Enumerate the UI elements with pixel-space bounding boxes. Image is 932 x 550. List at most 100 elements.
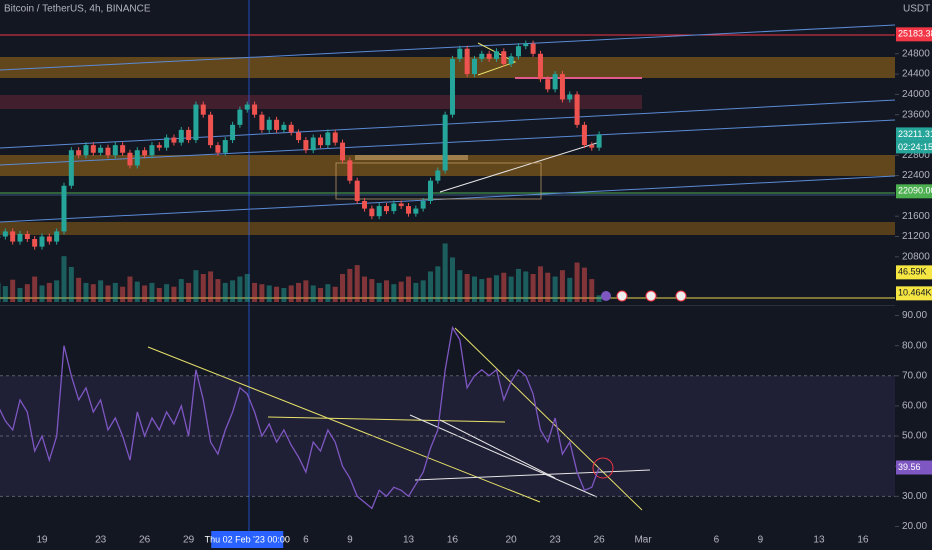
countdown-tag	[896, 141, 932, 154]
volume-bar	[479, 279, 485, 302]
candle	[252, 104, 258, 115]
event-icon	[675, 290, 687, 302]
candle	[369, 208, 375, 217]
trend	[147, 346, 541, 503]
channel	[0, 24, 896, 71]
candle	[193, 104, 199, 141]
candle	[347, 160, 353, 181]
countdown: 02:24:15	[898, 142, 932, 152]
candle	[274, 119, 280, 130]
volume-bar	[237, 276, 243, 302]
volume-bar	[61, 256, 67, 302]
candle	[83, 145, 89, 156]
x-tick-label: 26	[139, 535, 151, 546]
candle	[354, 180, 360, 201]
candle	[457, 48, 463, 59]
y-tick-label: 22400	[902, 170, 930, 181]
currency: USDT	[903, 4, 930, 15]
event-icon	[645, 290, 657, 302]
y-tick-label: 80.00	[902, 340, 927, 351]
candle	[479, 53, 485, 59]
volume-bar	[545, 272, 551, 302]
volume-bar	[186, 282, 192, 302]
y-tick-label: 23600	[902, 109, 930, 120]
volume-bar	[332, 286, 338, 302]
y-tick-label: 50.00	[902, 431, 927, 442]
volume-bar	[369, 279, 375, 302]
volume-bar	[230, 280, 236, 302]
volume-bar	[449, 257, 455, 302]
volume-bar	[156, 288, 162, 302]
candle	[340, 142, 346, 161]
candle	[127, 152, 133, 166]
volume-bar	[68, 267, 74, 302]
volume-bar	[24, 284, 30, 302]
volume-bar	[581, 267, 587, 302]
candle	[68, 150, 74, 186]
volume-bar	[193, 270, 199, 302]
volume-bar	[406, 276, 412, 302]
candle	[215, 145, 221, 153]
candle	[310, 137, 316, 151]
volume-bar	[76, 277, 82, 302]
candle	[318, 137, 324, 146]
volume-bar	[596, 295, 602, 302]
volume-bar	[83, 282, 89, 302]
trend	[454, 327, 643, 511]
zone	[355, 155, 468, 160]
candle	[288, 124, 294, 133]
candle	[545, 79, 551, 90]
candle	[515, 46, 521, 57]
chart-title: Bitcoin / TetherUS, 4h, BINANCE	[4, 4, 151, 15]
candle	[559, 74, 565, 100]
box	[335, 162, 542, 200]
price-tag-label: 39.56	[898, 462, 921, 472]
volume-bar	[105, 285, 111, 302]
volume-bar	[39, 285, 45, 302]
x-tick-label: 6	[714, 535, 720, 546]
volume-bar	[442, 243, 448, 302]
volume-bar	[340, 274, 346, 302]
volume-bar	[252, 282, 258, 302]
volume-bar	[171, 286, 177, 302]
trend	[409, 414, 598, 498]
volume-bar	[259, 284, 265, 302]
volume-bar	[362, 276, 368, 302]
rsi-line	[0, 325, 600, 510]
volume-bar	[2, 286, 8, 302]
candle	[0, 236, 1, 238]
x-tick-label: 19	[36, 535, 48, 546]
candle	[54, 231, 60, 242]
trend	[267, 416, 506, 423]
volume-bar	[493, 275, 499, 302]
x-tick-label: 6	[303, 535, 309, 546]
x-tick-label: Thu 02 Feb '23 00:00	[205, 534, 290, 544]
candle	[384, 206, 390, 212]
price-tag-label: 25183.38	[898, 29, 932, 39]
volume-bar	[325, 284, 331, 302]
candle	[442, 114, 448, 171]
x-tick-label: 9	[758, 535, 764, 546]
zone	[0, 222, 895, 235]
volume-bar	[427, 271, 433, 302]
volume-bar	[508, 276, 514, 302]
candle	[222, 140, 228, 153]
price-tag	[896, 460, 932, 475]
candle	[332, 132, 338, 143]
volume-bar	[274, 286, 280, 302]
candle	[149, 145, 155, 156]
y-tick-label: 60.00	[902, 401, 927, 412]
candle	[171, 137, 177, 143]
volume-bar	[471, 276, 477, 302]
volume-bar	[486, 277, 492, 302]
volume-bar	[281, 288, 287, 302]
candle	[303, 140, 309, 151]
candle	[156, 145, 162, 148]
y-tick-label: 30.00	[902, 491, 927, 502]
volume-bar	[567, 277, 573, 302]
volume-bar	[384, 280, 390, 302]
candle	[296, 132, 302, 141]
y-tick-label: 21600	[902, 211, 930, 222]
candle	[259, 114, 265, 130]
candle	[17, 233, 23, 242]
